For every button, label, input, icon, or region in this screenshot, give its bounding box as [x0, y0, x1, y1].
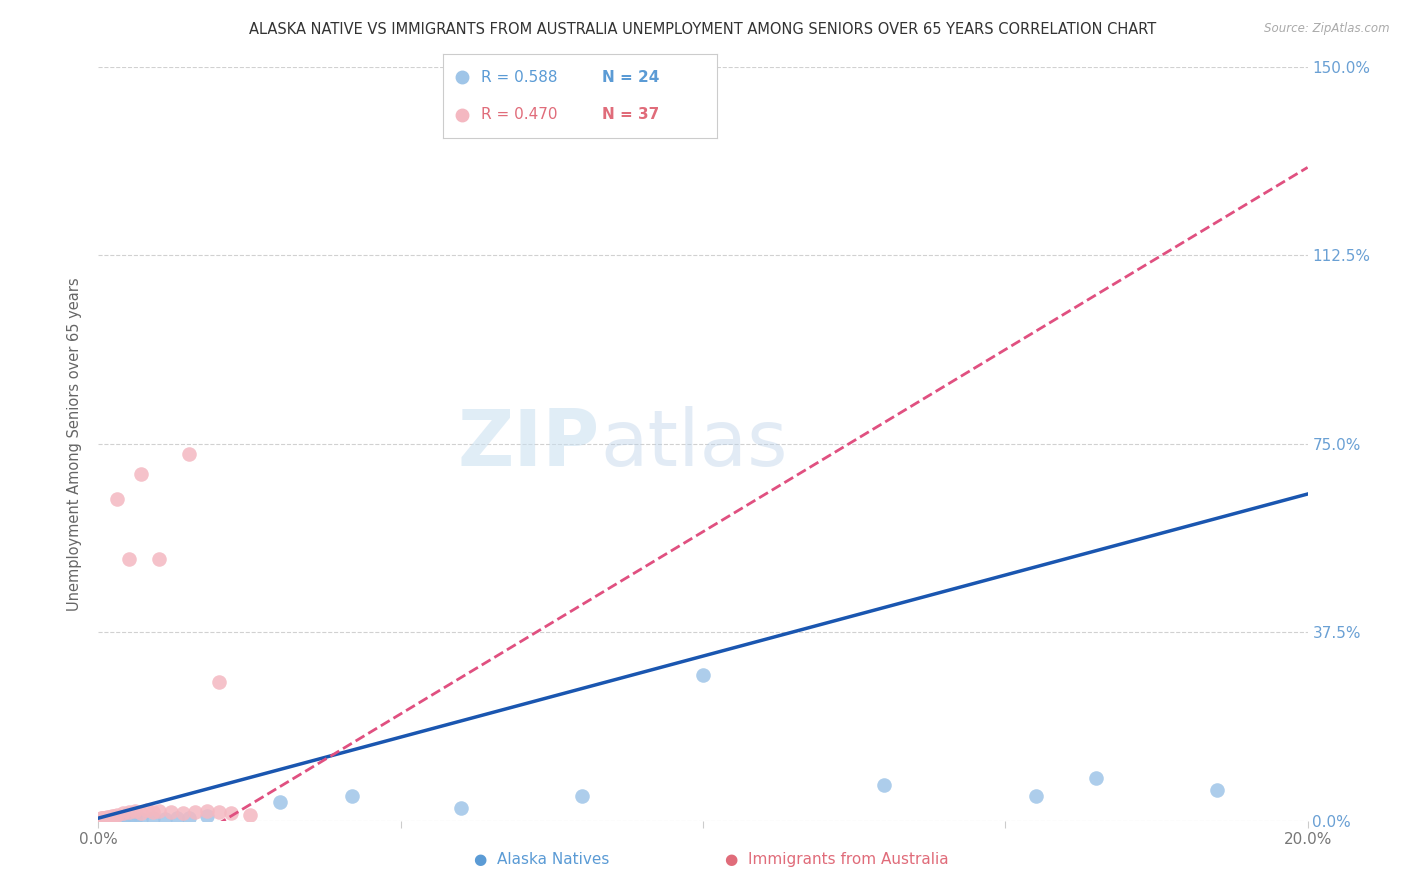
Text: R = 0.470: R = 0.470 [481, 107, 558, 122]
Point [118, 813, 141, 827]
Point [89, 812, 111, 826]
Point [148, 804, 170, 818]
Point [118, 552, 141, 566]
Point [90, 811, 112, 825]
Point [208, 805, 231, 819]
Point [96, 812, 118, 826]
Point [124, 812, 146, 826]
Point [118, 805, 141, 819]
Point [100, 813, 122, 827]
Point [342, 789, 364, 803]
Point [97, 811, 120, 825]
Text: ●  Immigrants from Australia: ● Immigrants from Australia [724, 852, 949, 867]
Point [148, 552, 170, 566]
Point [98, 809, 121, 823]
Point [160, 805, 183, 819]
Point [195, 808, 218, 822]
Point [208, 675, 231, 690]
Point [142, 805, 165, 819]
Point [87, 812, 110, 826]
Point [129, 467, 152, 481]
Point [184, 805, 207, 819]
Point [90, 813, 112, 827]
Point [129, 812, 152, 826]
Point [179, 447, 201, 461]
Point [873, 779, 896, 793]
Point [89, 812, 111, 826]
Point [94, 811, 117, 825]
Point [692, 668, 714, 682]
Text: N = 24: N = 24 [602, 70, 659, 85]
Point [93, 811, 115, 825]
Point [96, 810, 118, 824]
Point [195, 804, 218, 818]
Text: R = 0.588: R = 0.588 [481, 70, 558, 85]
Point [91, 811, 114, 825]
Text: ALASKA NATIVE VS IMMIGRANTS FROM AUSTRALIA UNEMPLOYMENT AMONG SENIORS OVER 65 YE: ALASKA NATIVE VS IMMIGRANTS FROM AUSTRAL… [249, 22, 1157, 37]
Point [142, 811, 165, 825]
Point [1024, 789, 1046, 803]
Point [129, 805, 152, 820]
Point [239, 807, 262, 822]
Point [153, 812, 176, 826]
Point [1085, 771, 1108, 785]
Point [179, 811, 201, 825]
Point [111, 812, 134, 826]
Y-axis label: Unemployment Among Seniors over 65 years: Unemployment Among Seniors over 65 years [67, 277, 83, 611]
Text: ●  Alaska Natives: ● Alaska Natives [474, 852, 609, 867]
Point [105, 812, 128, 826]
Text: Source: ZipAtlas.com: Source: ZipAtlas.com [1264, 22, 1389, 36]
Point [111, 806, 134, 821]
Point [103, 808, 125, 822]
Point [100, 810, 122, 824]
Point [105, 807, 128, 822]
Point [221, 806, 243, 821]
Point [1206, 783, 1229, 797]
Point [89, 813, 111, 827]
Point [172, 805, 194, 820]
Text: atlas: atlas [600, 406, 787, 482]
Point [100, 809, 122, 823]
Text: N = 37: N = 37 [602, 107, 659, 122]
Point [91, 812, 114, 826]
Point [105, 491, 128, 506]
Point [135, 803, 157, 817]
Point [93, 813, 115, 827]
Point [571, 789, 593, 803]
Point [91, 811, 114, 825]
Point [269, 795, 291, 809]
Text: ZIP: ZIP [458, 406, 600, 482]
Point [90, 812, 112, 826]
Point [124, 804, 146, 818]
Point [166, 811, 188, 825]
Point [450, 801, 472, 815]
